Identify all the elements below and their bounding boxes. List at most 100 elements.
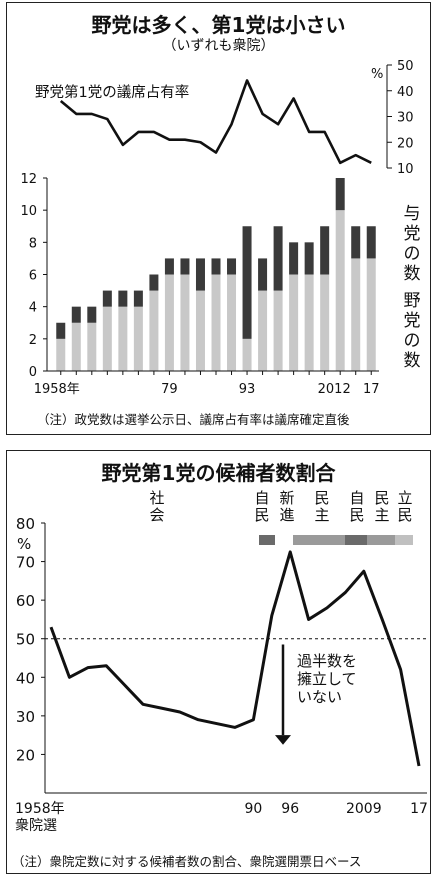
bar-ruling (149, 274, 159, 291)
bar-ruling (304, 242, 314, 275)
annotation-text: いない (297, 688, 342, 706)
party-char: 民 (314, 489, 329, 507)
bar-ruling (211, 258, 221, 275)
x-tick-label: 90 (244, 801, 262, 817)
y-tick-label: 4 (29, 301, 37, 316)
party-label: 新進 (279, 489, 294, 524)
right-axis-label: 30 (397, 111, 414, 126)
bar-ruling (320, 226, 330, 275)
right-axis-label: 10 (397, 162, 414, 177)
y-tick-label: 8 (29, 236, 37, 251)
legend-char: 野 (404, 291, 421, 311)
x-tick-label: 2012 (318, 382, 351, 397)
party-char: 自 (254, 489, 269, 507)
bar-opposition (351, 258, 361, 371)
legend-char: 数 (404, 264, 421, 284)
bar-opposition (320, 274, 330, 371)
party-label: 社会 (149, 489, 164, 524)
right-axis-label: 20 (397, 136, 414, 151)
chart-title: 野党は多く、第1党は小さい (91, 13, 346, 37)
party-char: 会 (149, 506, 164, 524)
legend-char: 党 (404, 224, 421, 244)
y-tick-label: 50 (16, 631, 35, 649)
annotation-arrow-head (275, 735, 291, 745)
bar-ruling (335, 178, 345, 211)
party-period-bar (259, 535, 275, 545)
annotation-text: 過半数を (297, 652, 357, 670)
bar-opposition (195, 290, 205, 371)
x-tick-label: 17 (410, 801, 428, 817)
party-char: 民 (374, 489, 389, 507)
chart-note-2: （注）衆院定数に対する候補者数の割合、衆院選開票日ベース (12, 854, 362, 869)
bar-ruling (366, 226, 376, 259)
party-label: 民主 (374, 489, 389, 524)
bar-opposition (87, 322, 97, 371)
chart-note: （注）政党数は選挙公示日、議席占有率は議席確定直後 (37, 412, 350, 427)
party-label: 自民 (349, 489, 364, 524)
bar-ruling (273, 226, 283, 291)
bar-ruling (102, 290, 112, 307)
x-tick-label: 96 (281, 801, 299, 817)
bar-opposition (258, 290, 268, 371)
bar-ruling (133, 290, 143, 307)
bar-opposition (273, 290, 283, 371)
bar-ruling (87, 306, 97, 323)
bar-opposition (289, 274, 299, 371)
y-tick-label: 0 (29, 365, 37, 380)
chart-subtitle: （いずれも衆院） (162, 38, 275, 54)
party-char: 社 (149, 489, 164, 507)
bar-opposition (227, 274, 237, 371)
chart-top-svg: 0 2 4 6 8 10 12 1958年 79 93 2012 17 野党第1党の議席占有率 10… (20, 59, 421, 397)
bar-opposition (164, 274, 174, 371)
x-tick-label: 17 (363, 382, 380, 397)
right-axis-label: 50 (397, 59, 414, 74)
y-tick-label: 6 (29, 269, 37, 284)
x-tick-label: 1958年 (34, 382, 80, 397)
right-axis-label: 40 (397, 85, 414, 100)
party-char: 立 (397, 489, 412, 507)
party-char: 新 (279, 489, 294, 507)
bar-opposition (366, 258, 376, 371)
y-tick-label: 30 (16, 708, 35, 726)
bar-ruling (118, 290, 128, 307)
party-char: 主 (374, 506, 389, 524)
y-tick-label: 10 (20, 204, 37, 219)
x-tick-label: 2009 (346, 801, 382, 817)
bar-ruling (195, 258, 205, 291)
party-period-bar (367, 535, 395, 545)
party-char: 民 (397, 506, 412, 524)
right-axis-unit: % (371, 67, 383, 82)
party-char: 主 (314, 506, 329, 524)
y-tick-label: 60 (16, 592, 35, 610)
legend-char: 与 (404, 204, 421, 224)
y-tick-label: 2 (29, 333, 37, 348)
party-char: 進 (279, 506, 294, 524)
bar-ruling (258, 258, 268, 291)
y-tick-label: 70 (16, 554, 35, 572)
bar-opposition (71, 322, 81, 371)
bar-opposition (180, 274, 190, 371)
bar-ruling (351, 226, 361, 259)
bar-opposition (149, 290, 159, 371)
x-tick-label: 1958年 (15, 801, 65, 817)
legend-char: 党 (404, 311, 421, 331)
bar-ruling (164, 258, 174, 275)
chart-panel-opposition-parties: 野党は多く、第1党は小さい （いずれも衆院） 0 2 4 6 8 10 12 1958年 79… (6, 2, 431, 435)
line-series-label: 野党第1党の議席占有率 (35, 83, 189, 101)
party-period-bar (293, 535, 345, 545)
bar-opposition (211, 274, 221, 371)
party-label: 立民 (397, 489, 412, 524)
annotation-text: 擁立して (297, 670, 357, 688)
legend-char: の (404, 331, 421, 351)
bar-opposition (118, 306, 128, 371)
bar-opposition (304, 274, 314, 371)
bar-opposition (335, 210, 345, 371)
bar-opposition (102, 306, 112, 371)
party-char: 民 (254, 506, 269, 524)
seat-share-line (59, 79, 372, 165)
x-tick-label: 衆院選 (15, 818, 57, 834)
x-tick-label: 79 (161, 382, 178, 397)
